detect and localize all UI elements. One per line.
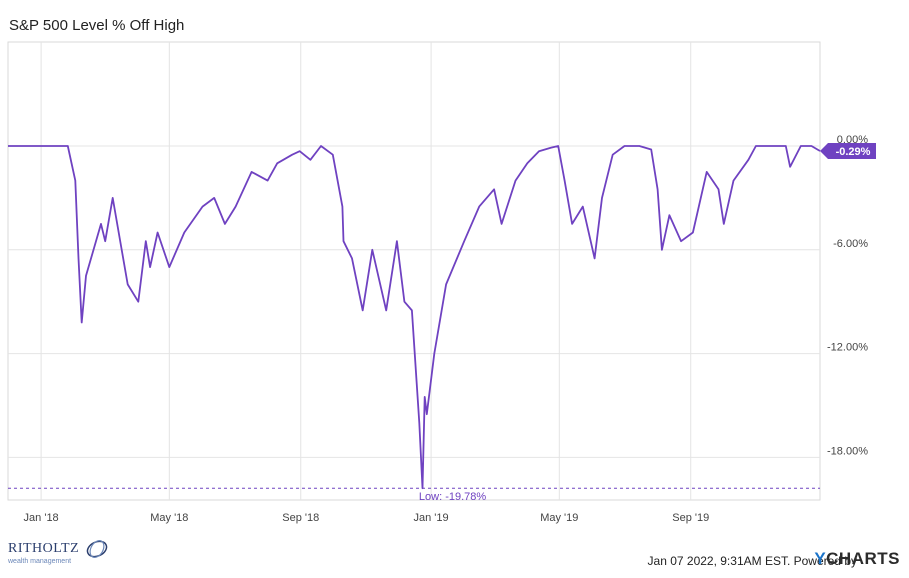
y-tick-label: -18.00% [827,445,868,457]
series-layer: -0.29% [8,143,876,490]
annotation-layer: Low: -19.78% [8,487,820,503]
axis-layer: 0.00% -6.00% -12.00% -18.00% Jan '18 May '18 S… [24,134,869,524]
chart-title: S&P 500 Level % Off High [9,17,185,34]
x-tick-label: May '18 [150,512,188,524]
footer-credit: Jan 07 2022, 9:31AM EST. Powered by [647,554,857,568]
series-line [8,145,821,490]
grid-layer [7,41,821,501]
last-value-badge-bg [820,143,876,160]
last-value-badge: -0.29% [820,143,876,160]
x-tick-label: Sep '19 [672,512,709,524]
ritholtz-logo: RITHOLTZ wealth management [8,540,128,571]
y-tick-label: -12.00% [827,342,868,354]
low-annotation-label: Low: -19.78% [419,491,486,503]
ycharts-logo[interactable]: YCHARTS [814,549,900,569]
x-tick-label: Jan '18 [24,512,59,524]
ycharts-logo-rest: CHARTS [826,549,900,568]
x-tick-label: May '19 [540,512,578,524]
logo-swirl-icon [86,540,108,558]
logo-subtext: wealth management [8,558,72,565]
logo-text: RITHOLTZ [8,541,80,556]
ycharts-logo-y: Y [814,549,827,568]
y-tick-label: 0.00% [837,134,868,146]
y-tick-label: -6.00% [833,238,868,250]
last-value-label: -0.29% [836,146,871,158]
x-tick-label: Sep '18 [282,512,319,524]
plot-frame [7,41,821,501]
x-tick-label: Jan '19 [414,512,449,524]
